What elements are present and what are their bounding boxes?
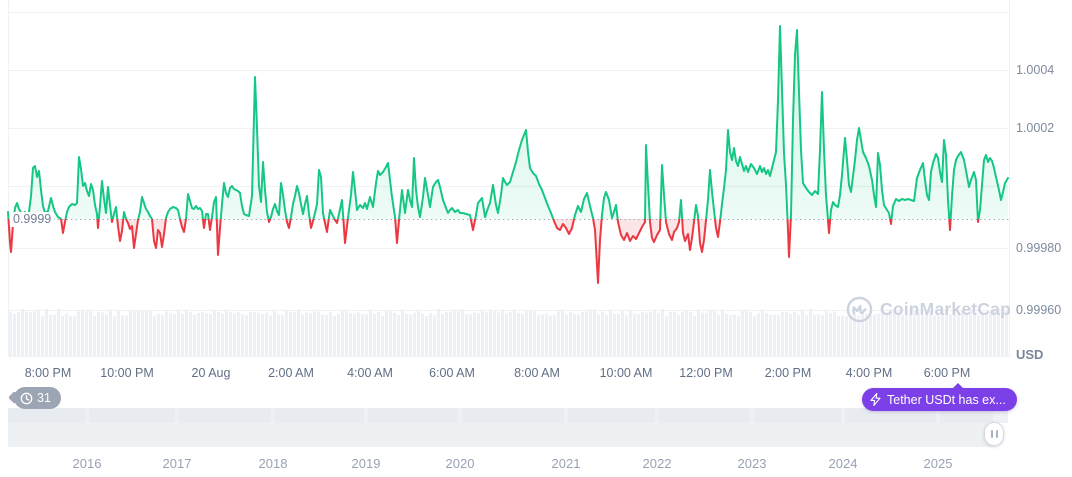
time-axis-tick: 2:00 PM xyxy=(764,366,812,380)
watch-count-value: 31 xyxy=(37,391,51,405)
coinmarketcap-logo-icon xyxy=(846,296,873,323)
time-axis: 8:00 PM 10:00 PM 20 Aug 2:00 AM 4:00 AM 6:00 … xyxy=(0,366,1072,382)
year-axis-tick: 2016 xyxy=(72,456,102,471)
watermark-text: CoinMarketCap xyxy=(880,299,1011,319)
time-axis-tick: 4:00 PM xyxy=(845,366,893,380)
price-axis-tick: 1.0004 xyxy=(1016,63,1055,77)
announcement-tooltip[interactable]: Tether USDt has ex... xyxy=(862,383,1017,411)
year-axis-tick: 2021 xyxy=(551,456,581,471)
price-axis-tick: 0.99980 xyxy=(1016,241,1062,255)
year-axis-tick: 2025 xyxy=(923,456,953,471)
lightning-icon xyxy=(870,393,881,406)
time-axis-tick: 8:00 PM xyxy=(24,366,72,380)
baseline-price-label: 0.9999 xyxy=(10,212,55,227)
watermark: CoinMarketCap xyxy=(846,296,1011,323)
year-axis-tick: 2018 xyxy=(258,456,288,471)
watch-count-badge[interactable]: 31 xyxy=(14,387,61,409)
pause-icon xyxy=(990,430,993,438)
time-axis-tick: 20 Aug xyxy=(191,366,231,380)
clock-icon xyxy=(20,392,33,404)
year-axis-tick: 2024 xyxy=(828,456,858,471)
time-axis-tick: 6:00 AM xyxy=(429,366,475,380)
year-axis-tick: 2022 xyxy=(642,456,672,471)
current-price-badge: 1.0000 xyxy=(1018,179,1058,193)
announcement-text: Tether USDt has ex... xyxy=(887,392,1006,407)
time-axis-tick: 4:00 AM xyxy=(347,366,393,380)
time-axis-tick: 10:00 PM xyxy=(100,366,154,380)
year-axis-tick: 2023 xyxy=(737,456,767,471)
year-axis-tick: 2017 xyxy=(162,456,192,471)
range-navigator-years[interactable]: 2016 2017 2018 2019 2020 2021 2022 2023 2024 2025 xyxy=(0,456,1072,472)
year-axis-tick: 2020 xyxy=(445,456,475,471)
time-axis-tick: 12:00 PM xyxy=(679,366,733,380)
price-axis-tick: 1.0002 xyxy=(1016,121,1055,135)
currency-unit-label: USD xyxy=(1016,347,1044,362)
year-axis-tick: 2019 xyxy=(351,456,381,471)
time-axis-tick: 10:00 AM xyxy=(599,366,653,380)
time-axis-tick: 6:00 PM xyxy=(923,366,971,380)
navigator-handle[interactable] xyxy=(984,422,1004,446)
time-axis-tick: 2:00 AM xyxy=(268,366,314,380)
time-axis-tick: 8:00 AM xyxy=(514,366,560,380)
price-axis-tick: 0.99960 xyxy=(1016,303,1062,317)
